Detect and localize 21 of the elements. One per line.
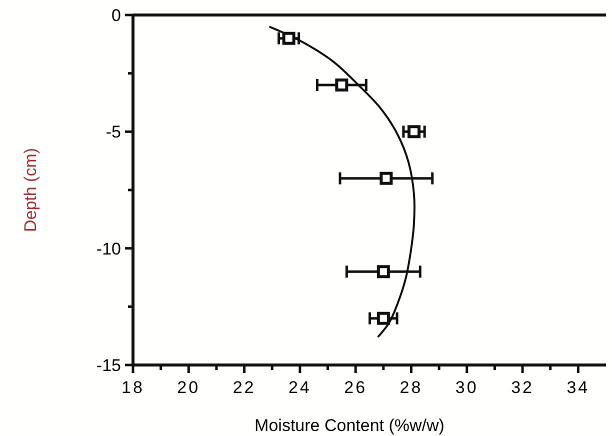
point [282,32,296,45]
x-tick-label: 18 [122,378,144,397]
y-axis-title: Depth (cm) [21,148,40,232]
x-tick-label: 24 [288,378,312,397]
x-tick-label: 20 [177,378,200,397]
y-tick-label: 0 [112,6,121,25]
x-tick-label: 22 [232,378,256,397]
x-tick-label: 32 [511,378,534,397]
point [376,312,390,325]
y-tick-label: -15 [96,356,121,375]
y-tick-label: -10 [96,239,121,258]
x-tick-label: 34 [566,378,590,397]
point [376,265,390,278]
point [380,172,393,185]
point [408,125,421,138]
y-tick-label: -5 [106,122,121,142]
point [335,78,348,92]
x-tick-label: 28 [400,378,423,397]
x-tick-label: 30 [455,378,478,397]
x-axis-title: Moisture Content (%w/w) [254,416,444,435]
x-tick-label: 26 [344,378,368,397]
